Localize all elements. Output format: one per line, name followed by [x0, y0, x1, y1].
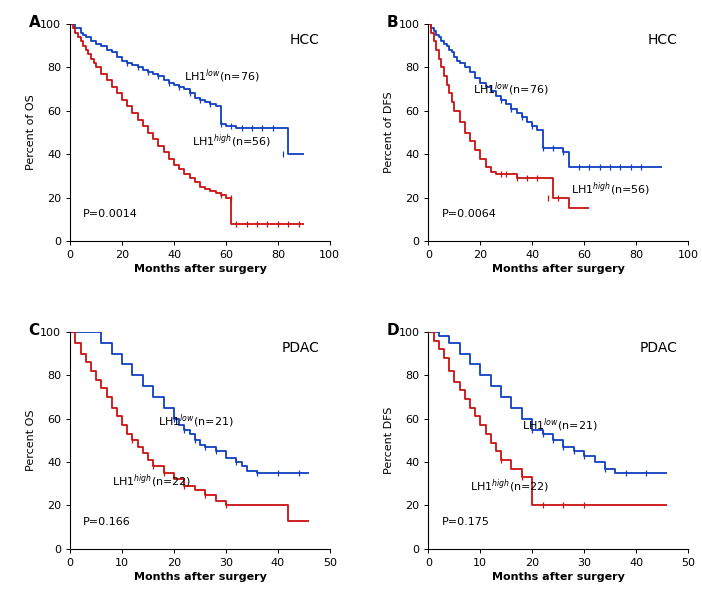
- Text: P=0.0064: P=0.0064: [442, 209, 496, 219]
- Text: B: B: [387, 16, 399, 30]
- Text: LH1$^{low}$(n=21): LH1$^{low}$(n=21): [522, 416, 597, 434]
- Text: LH1$^{low}$(n=76): LH1$^{low}$(n=76): [185, 67, 260, 85]
- Text: D: D: [387, 323, 399, 338]
- Y-axis label: Percent DFS: Percent DFS: [384, 406, 395, 474]
- Text: LH1$^{high}$(n=22): LH1$^{high}$(n=22): [470, 477, 549, 494]
- Text: HCC: HCC: [648, 33, 677, 47]
- Text: PDAC: PDAC: [640, 341, 677, 355]
- Y-axis label: Percent OS: Percent OS: [26, 409, 36, 471]
- Y-axis label: Percent of DFS: Percent of DFS: [384, 92, 395, 173]
- X-axis label: Months after surgery: Months after surgery: [491, 572, 625, 582]
- Text: C: C: [29, 323, 40, 338]
- Text: HCC: HCC: [289, 33, 319, 47]
- Text: LH1$^{high}$(n=56): LH1$^{high}$(n=56): [571, 180, 651, 198]
- Text: LH1$^{low}$(n=21): LH1$^{low}$(n=21): [159, 412, 234, 429]
- Text: P=0.175: P=0.175: [442, 517, 489, 527]
- Text: LH1$^{high}$(n=56): LH1$^{high}$(n=56): [192, 132, 272, 150]
- Y-axis label: Percent of OS: Percent of OS: [26, 95, 36, 171]
- Text: PDAC: PDAC: [282, 341, 319, 355]
- X-axis label: Months after surgery: Months after surgery: [133, 572, 267, 582]
- Text: LH1$^{high}$(n=22): LH1$^{high}$(n=22): [112, 473, 191, 490]
- Text: P=0.0014: P=0.0014: [83, 209, 138, 219]
- Text: LH1$^{low}$(n=76): LH1$^{low}$(n=76): [472, 80, 548, 98]
- Text: P=0.166: P=0.166: [83, 517, 131, 527]
- X-axis label: Months after surgery: Months after surgery: [133, 264, 267, 274]
- Text: A: A: [29, 16, 41, 30]
- X-axis label: Months after surgery: Months after surgery: [491, 264, 625, 274]
